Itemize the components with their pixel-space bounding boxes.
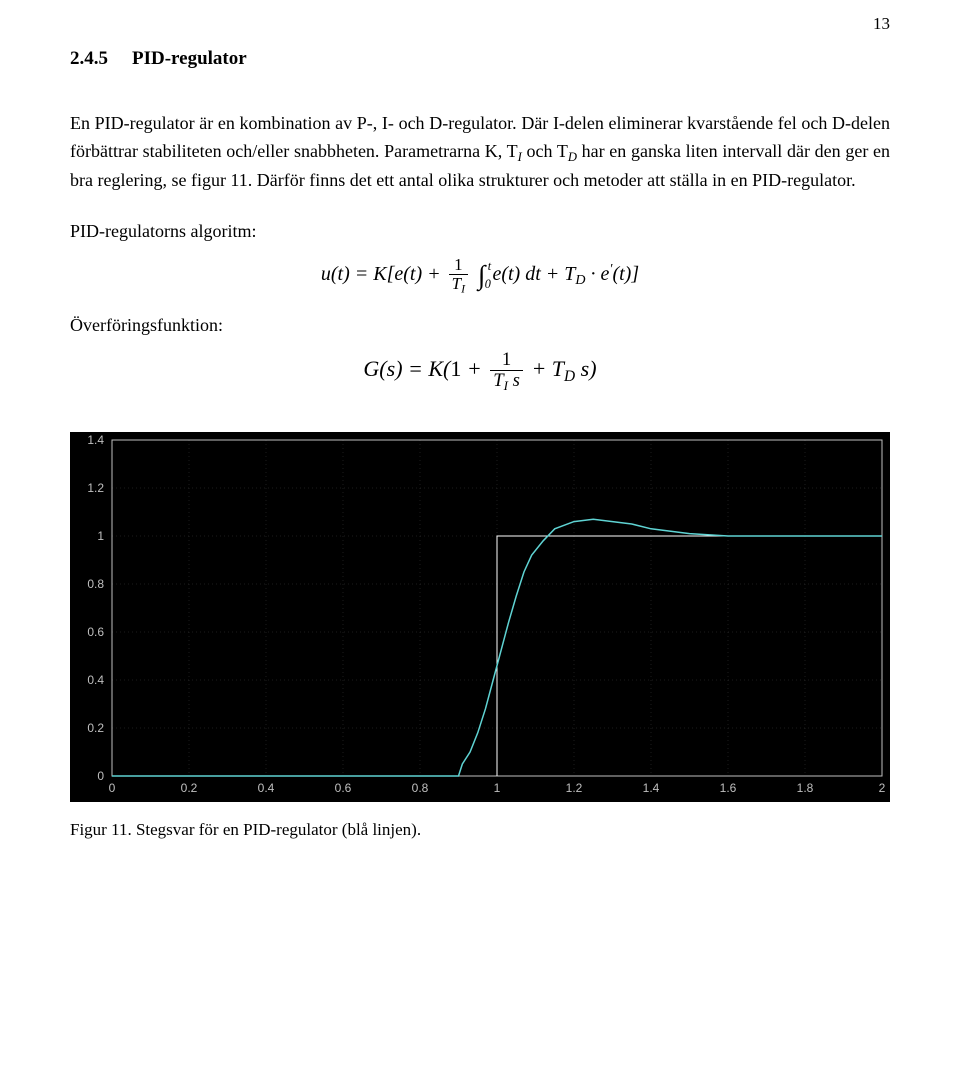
transfer-label: Överföringsfunktion: xyxy=(70,315,890,336)
formula-transfer: G(s) = K(1 + 1TI s + TD s) xyxy=(70,350,890,392)
svg-text:1.6: 1.6 xyxy=(720,781,737,795)
body-paragraph: En PID-regulator är en kombination av P-… xyxy=(70,110,890,195)
svg-text:0.2: 0.2 xyxy=(181,781,198,795)
chart-container: 0 0.2 0.4 0.6 0.8 1 1.2 1.4 1.6 1.8 2 0 0.2 0.4 0.6 0.8… xyxy=(70,432,890,840)
svg-text:1.4: 1.4 xyxy=(87,433,104,447)
svg-text:0.6: 0.6 xyxy=(335,781,352,795)
svg-text:1.4: 1.4 xyxy=(643,781,660,795)
svg-text:1.2: 1.2 xyxy=(87,481,104,495)
figure-caption: Figur 11. Stegsvar för en PID-regulator … xyxy=(70,820,890,840)
section-title-text: PID-regulator xyxy=(132,48,247,69)
svg-text:0: 0 xyxy=(109,781,116,795)
section-number: 2.4.5 xyxy=(70,48,108,70)
svg-text:1.8: 1.8 xyxy=(797,781,814,795)
algorithm-label: PID-regulatorns algoritm: xyxy=(70,221,890,242)
svg-text:1: 1 xyxy=(97,529,104,543)
svg-text:0.8: 0.8 xyxy=(87,577,104,591)
svg-text:0.2: 0.2 xyxy=(87,721,104,735)
svg-text:2: 2 xyxy=(879,781,886,795)
svg-text:0.4: 0.4 xyxy=(87,673,104,687)
page-number: 13 xyxy=(873,14,890,34)
svg-text:0: 0 xyxy=(97,769,104,783)
svg-text:0.8: 0.8 xyxy=(412,781,429,795)
formula-algorithm: u(t) = K[e(t) + 1TI ∫0t e(t) dt + TD · e… xyxy=(70,256,890,295)
document-page: 13 2.4.5 PID-regulator En PID-regulator ä… xyxy=(0,0,960,860)
step-response-chart: 0 0.2 0.4 0.6 0.8 1 1.2 1.4 1.6 1.8 2 0 0.2 0.4 0.6 0.8… xyxy=(70,432,890,802)
svg-text:1: 1 xyxy=(494,781,501,795)
svg-text:0.4: 0.4 xyxy=(258,781,275,795)
svg-text:0.6: 0.6 xyxy=(87,625,104,639)
section-heading: 2.4.5 PID-regulator xyxy=(70,48,890,70)
svg-text:1.2: 1.2 xyxy=(566,781,583,795)
